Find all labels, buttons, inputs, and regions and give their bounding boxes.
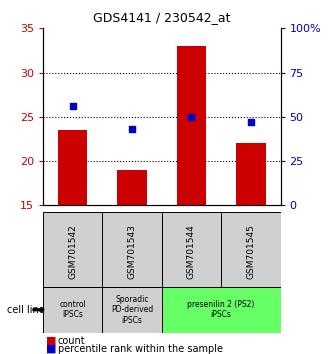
Bar [162,212,221,290]
Text: ■: ■ [46,344,57,354]
Bar [43,212,102,290]
Point [70,103,75,109]
Text: GSM701543: GSM701543 [127,224,137,279]
Point [129,126,135,132]
Bar [162,287,280,333]
Text: percentile rank within the sample: percentile rank within the sample [58,344,223,354]
Bar [102,287,162,333]
Bar [43,287,102,333]
Text: count: count [58,336,85,346]
Text: GSM701544: GSM701544 [187,224,196,279]
Text: GSM701542: GSM701542 [68,224,77,279]
Bar [221,212,280,290]
Point [189,114,194,120]
Bar [58,130,87,205]
Text: presenilin 2 (PS2)
iPSCs: presenilin 2 (PS2) iPSCs [187,300,255,319]
Bar [236,143,266,205]
Title: GDS4141 / 230542_at: GDS4141 / 230542_at [93,11,230,24]
Bar [102,212,162,290]
Text: cell line: cell line [7,305,44,315]
Point [248,119,253,125]
Bar [177,46,206,205]
Text: control
IPSCs: control IPSCs [59,300,86,319]
Text: ■: ■ [46,336,57,346]
Text: GSM701545: GSM701545 [246,224,255,279]
Text: Sporadic
PD-derived
iPSCs: Sporadic PD-derived iPSCs [111,295,153,325]
Bar [117,170,147,205]
